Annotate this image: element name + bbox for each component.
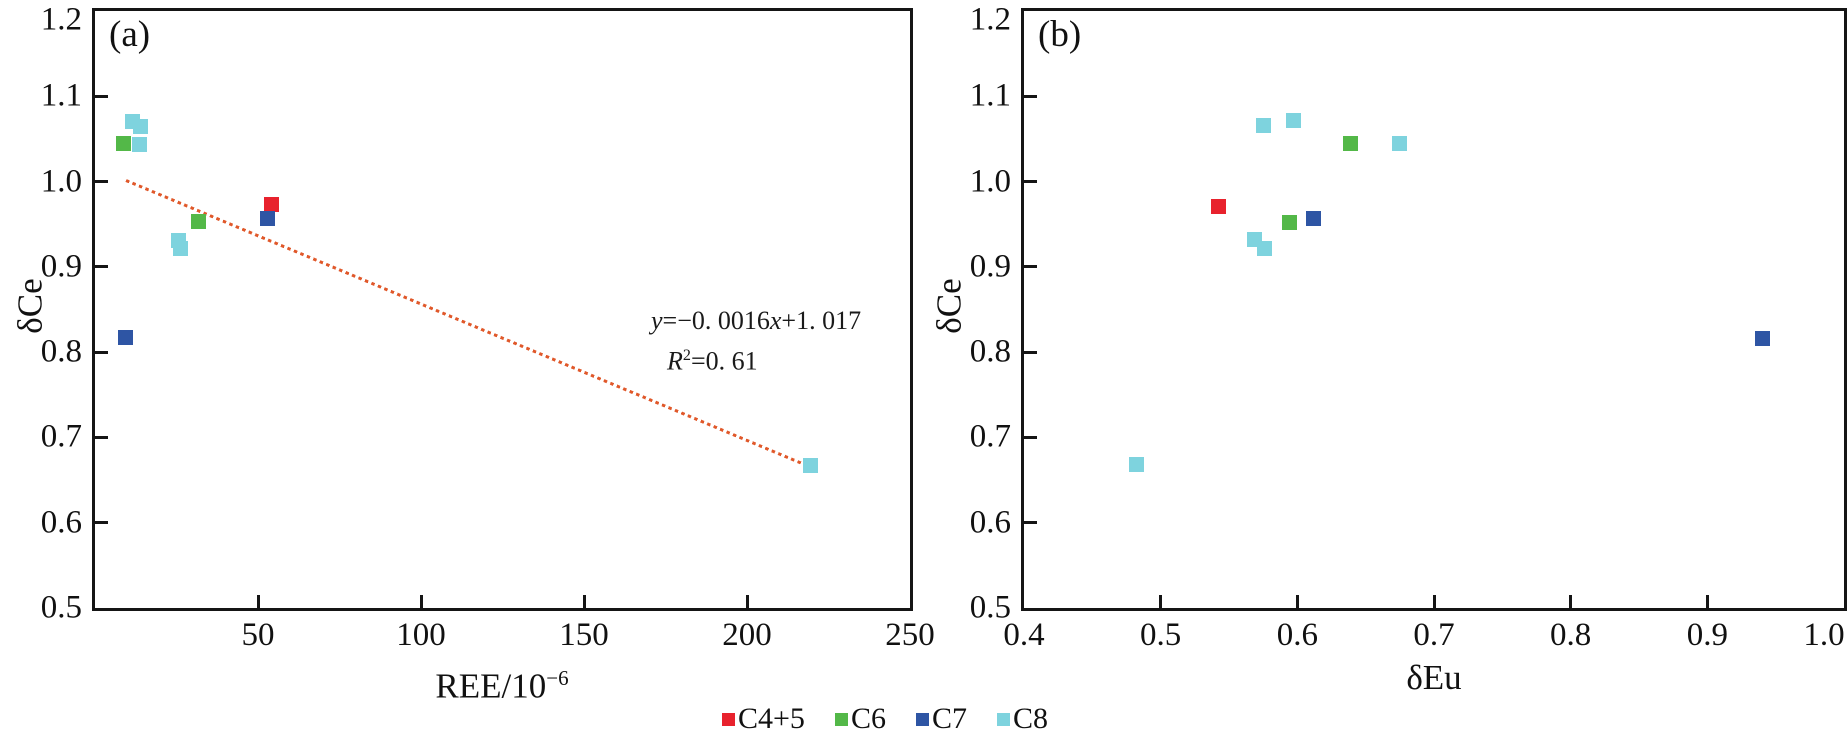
- y-tick-label: 0.6: [969, 504, 1011, 541]
- y-tick-label: 0.7: [40, 418, 82, 455]
- data-point-c4-5: [1210, 198, 1226, 214]
- equation-var-y: y: [651, 306, 663, 335]
- panel-a-y-axis-title: δCe: [10, 278, 50, 334]
- legend-label: C4+5: [738, 702, 805, 735]
- x-tick-label: 250: [885, 617, 935, 653]
- x-tick-label: 50: [241, 617, 275, 653]
- y-tick-mark: [1024, 350, 1037, 354]
- legend-swatch: [915, 712, 929, 726]
- x-tick-label: 100: [396, 617, 446, 653]
- data-point-c6: [1343, 135, 1359, 151]
- legend-label: C8: [1012, 702, 1048, 735]
- x-tick-label: 0.8: [1550, 617, 1592, 653]
- y-tick-label: 0.9: [40, 248, 82, 285]
- x-tick-label: 1.0: [1803, 617, 1845, 653]
- y-tick-mark: [1024, 435, 1037, 439]
- data-point-c7: [260, 210, 276, 226]
- y-tick-label: 0.7: [969, 418, 1011, 455]
- x-tick-mark: [1159, 595, 1163, 608]
- panel-a-label: (a): [109, 14, 151, 55]
- panel-b-y-axis-title: δCe: [929, 278, 969, 334]
- data-point-c6: [1281, 215, 1297, 230]
- panel-b-label: (b): [1038, 14, 1082, 55]
- regression-annotation: y=−0. 0016x+1. 017 R2=0. 61: [651, 303, 861, 379]
- y-tick-mark: [95, 435, 108, 439]
- data-point-c7: [1754, 330, 1770, 346]
- x-tick-mark: [582, 595, 586, 608]
- y-tick-label: 1.1: [969, 77, 1011, 114]
- y-tick-mark: [1024, 265, 1037, 269]
- y-tick-label: 0.5: [40, 589, 82, 626]
- regression-equation: y=−0. 0016x+1. 017: [651, 306, 862, 335]
- x-tick-mark: [1295, 595, 1299, 608]
- x-tick-label: 200: [722, 617, 772, 653]
- x-tick-mark: [1432, 595, 1436, 608]
- y-tick-label: 0.8: [969, 333, 1011, 370]
- legend-item-c8: C8: [996, 702, 1048, 735]
- data-point-c8: [1392, 135, 1408, 151]
- y-tick-label: 1.2: [969, 1, 1011, 38]
- legend-item-c4-5: C4+5: [722, 703, 805, 735]
- data-point-c8: [1128, 457, 1144, 473]
- regression-r-squared: R2=0. 61: [667, 346, 758, 376]
- y-tick-mark: [1024, 521, 1037, 525]
- data-point-c8: [1285, 112, 1301, 128]
- y-tick-mark: [95, 94, 108, 98]
- x-tick-mark: [419, 595, 423, 608]
- r-squared-var: R: [667, 346, 683, 376]
- legend-label: C6: [850, 702, 886, 735]
- y-tick-label: 1.1: [40, 77, 82, 114]
- data-point-c6: [191, 214, 207, 230]
- y-tick-label: 1.2: [40, 1, 82, 38]
- x-tick-label: 0.9: [1686, 617, 1728, 653]
- data-point-c8: [131, 136, 147, 152]
- x-tick-mark: [256, 595, 260, 608]
- legend-swatch: [834, 712, 848, 726]
- x-tick-label: 0.7: [1413, 617, 1455, 653]
- data-point-c8: [172, 241, 188, 257]
- data-point-c4-5: [264, 197, 280, 213]
- legend-label: C7: [931, 702, 967, 735]
- y-tick-label: 1.0: [969, 163, 1011, 200]
- y-tick-mark: [95, 521, 108, 525]
- y-tick-mark: [1024, 94, 1037, 98]
- y-tick-mark: [1024, 180, 1037, 184]
- panel-b-plot: (b): [1021, 8, 1847, 611]
- data-point-c8: [802, 458, 818, 474]
- legend-swatch: [722, 712, 735, 726]
- equation-var-x: x: [769, 306, 782, 335]
- x-tick-label: 0.4: [1003, 617, 1045, 653]
- x-tick-label: 0.6: [1276, 617, 1318, 653]
- y-tick-label: 0.8: [40, 333, 82, 370]
- y-tick-label: 0.9: [969, 248, 1011, 285]
- data-point-c7: [1306, 210, 1322, 226]
- y-tick-mark: [95, 180, 108, 184]
- panel-a-plot: (a) y=−0. 0016x+1. 017 R2=0. 61: [92, 8, 913, 611]
- y-tick-mark: [95, 350, 108, 354]
- y-tick-label: 0.5: [969, 589, 1011, 626]
- data-point-c6: [115, 135, 131, 151]
- panel-b-x-axis-title: δEu: [1406, 658, 1462, 697]
- x-tick-label: 0.5: [1140, 617, 1182, 653]
- x-tick-mark: [745, 595, 749, 608]
- y-tick-label: 1.0: [40, 163, 82, 200]
- data-point-c8: [1255, 117, 1271, 133]
- x-tick-label: 150: [559, 617, 609, 653]
- y-tick-label: 0.6: [40, 504, 82, 541]
- legend-item-c6: C6: [834, 702, 886, 735]
- x-tick-mark: [1705, 595, 1709, 608]
- panel-a-x-axis-title: REE/10−6: [435, 666, 569, 706]
- data-point-c8: [1257, 240, 1273, 256]
- data-point-c8: [133, 119, 149, 135]
- data-point-c7: [118, 330, 134, 346]
- legend-item-c7: C7: [915, 702, 967, 735]
- y-tick-mark: [95, 265, 108, 269]
- legend: C4+5 C6 C7 C8: [722, 703, 1048, 735]
- x-tick-mark: [1569, 595, 1573, 608]
- legend-swatch: [996, 712, 1010, 726]
